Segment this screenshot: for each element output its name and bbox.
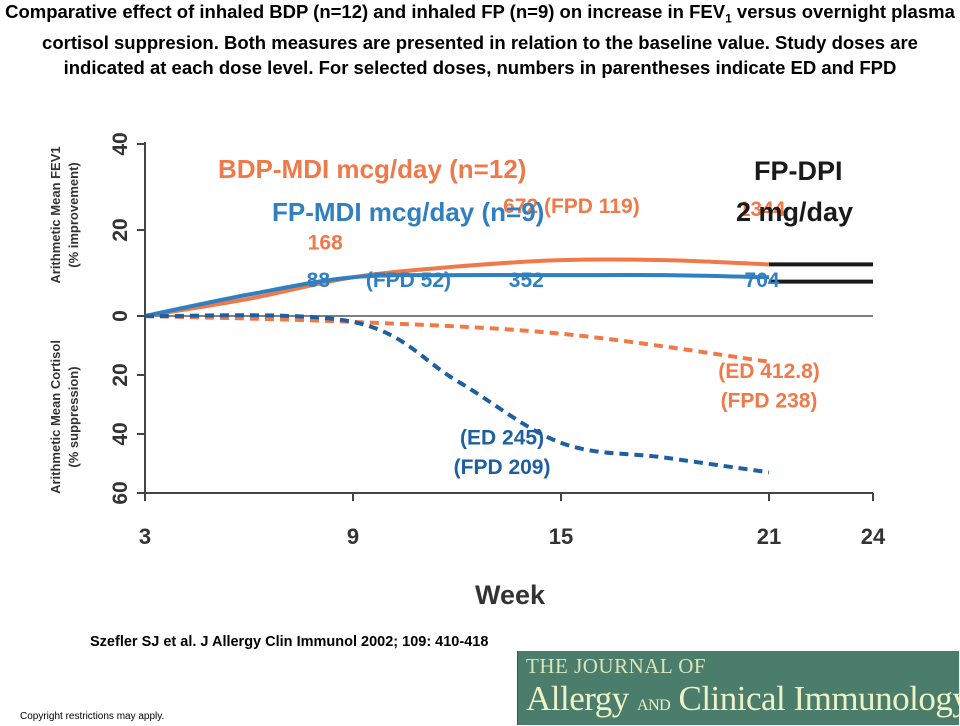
y-upper-label-1: Arithmetic Mean FEV1 [48,146,63,283]
x-tick-label-3: 21 [757,524,781,549]
y-axis-labels: Arithmetic Mean FEV1 (% improvement) Ari… [48,146,81,494]
x-tick-label-1: 9 [347,524,359,549]
caption-part2: versus overnight plasma cortisol suppres… [42,1,955,78]
y-upper-tick-label-1: 20 [109,218,132,241]
caption-part1: Comparative effect of inhaled BDP (n=12)… [5,1,726,22]
x-tick-label-2: 15 [549,524,573,549]
series-line-1 [144,272,770,318]
series-line-0 [144,257,770,318]
journal-logo-line2: Allergy AND Clinical Immunology [526,679,959,719]
x-tick-label-0: 3 [139,524,151,549]
x-axis-title: Week [475,580,546,610]
annotation-0: 168 [308,231,343,254]
y-lower-tick-label-0: 20 [109,363,132,386]
annotation-5: 352 [509,269,544,292]
legend-fpdpi-dose: 2 mg/day [736,197,853,227]
journal-logo-and: AND [637,697,671,714]
y-upper-label-2: (% improvement) [66,162,81,267]
y-upper-tick-label-2: 40 [109,132,132,155]
caption-subscript: 1 [725,11,732,26]
x-tick-label-4: 24 [861,524,886,549]
figure-caption: Comparative effect of inhaled BDP (n=12)… [0,0,960,80]
annotation-6: 704 [745,269,780,292]
annotation-4: 1344 [739,198,786,221]
annotation-2: (FPD 52) [366,269,451,292]
series-group [144,257,873,475]
y-upper-tick-label-0: 0 [109,310,132,322]
citation: Szefler SJ et al. J Allergy Clin Immunol… [90,634,489,650]
copyright-notice: Copyright restrictions may apply. [20,711,165,722]
annotation-10: (FPD 209) [454,456,551,479]
legend-fp: FP-MDI mcg/day (n=9) [272,197,544,227]
annotation-8: (FPD 238) [721,389,818,412]
annotation-9: (ED 245) [460,426,544,449]
legend-fpdpi: FP-DPI [754,156,843,186]
journal-logo-word1: Allergy [526,679,629,718]
y-lower-tick-label-1: 40 [109,422,132,445]
y-lower-tick-label-2: 60 [109,481,132,504]
journal-logo-line1: THE JOURNAL OF [526,654,707,678]
journal-logo-word2: Clinical Immunology [678,679,959,718]
y-tick-group: 0 20 40 20 40 60 [109,132,145,505]
annotation-1: 88 [307,269,331,292]
y-lower-label-1: Arithmetic Mean Cortisol [48,340,63,494]
y-lower-label-2: (% suppression) [66,366,81,467]
annotation-3: 672 (FPD 119) [503,195,640,218]
annotation-group: 168 88 (FPD 52) 672 (FPD 119) 1344 352 704 (ED … [307,195,820,479]
x-tick-group: 3 9 15 21 24 [139,493,886,549]
legend: BDP-MDI mcg/day (n=12) FP-MDI mcg/day (n… [218,154,853,227]
annotation-7: (ED 412.8) [718,360,820,383]
series-line-2 [144,314,770,364]
series-line-3 [144,313,770,475]
journal-logo: THE JOURNAL OF Allergy AND Clinical Immu… [517,651,959,725]
legend-bdp: BDP-MDI mcg/day (n=12) [218,154,526,184]
